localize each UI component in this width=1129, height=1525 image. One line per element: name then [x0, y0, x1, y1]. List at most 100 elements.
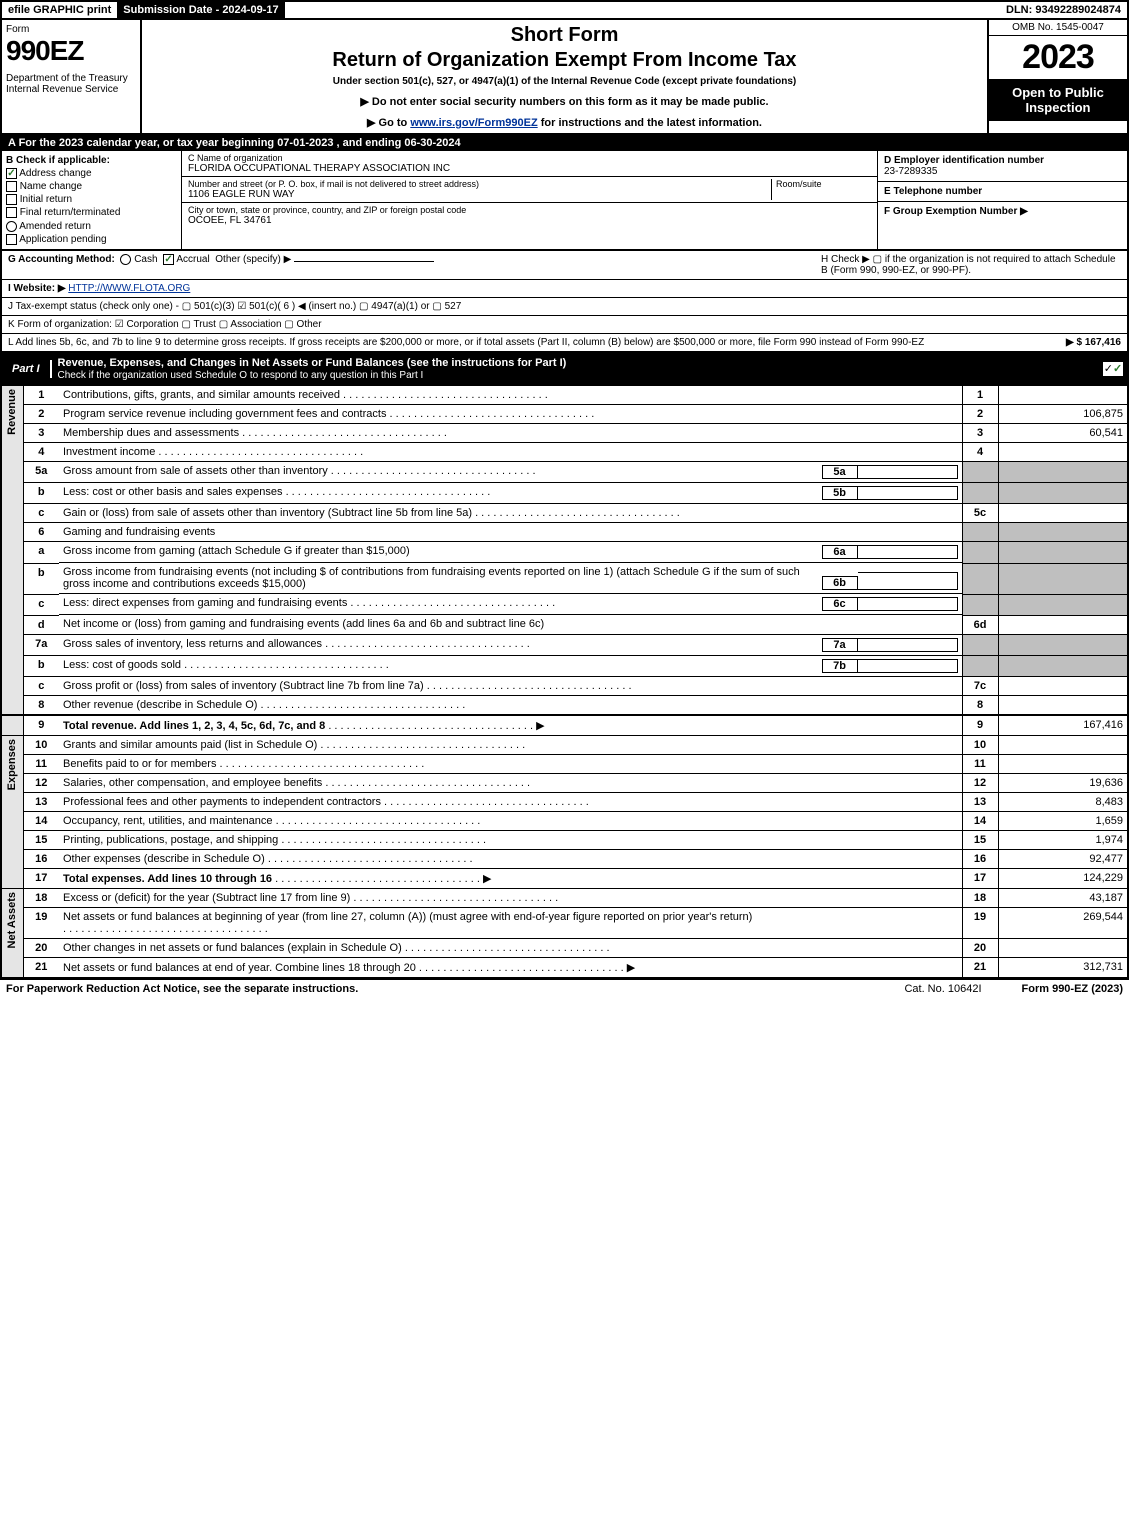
line-10: Grants and similar amounts paid (list in… — [59, 736, 962, 755]
side-revenue: Revenue — [1, 386, 23, 716]
efile-graphic-print[interactable]: efile GRAPHIC print — [2, 2, 117, 18]
line-1: Contributions, gifts, grants, and simila… — [59, 386, 962, 405]
line-7a: Gross sales of inventory, less returns a… — [59, 635, 962, 656]
note-ssn: ▶ Do not enter social security numbers o… — [146, 95, 983, 108]
chk-initial-return[interactable]: Initial return — [6, 194, 177, 205]
org-city: OCOEE, FL 34761 — [188, 215, 871, 226]
row-a-tax-year: A For the 2023 calendar year, or tax yea… — [0, 135, 1129, 151]
g-label: G Accounting Method: — [8, 254, 115, 265]
footer: For Paperwork Reduction Act Notice, see … — [0, 978, 1129, 998]
c-addr-label: Number and street (or P. O. box, if mail… — [188, 179, 771, 189]
line-16: Other expenses (describe in Schedule O) — [59, 850, 962, 869]
short-form-title: Short Form — [146, 24, 983, 47]
open-to-public: Open to Public Inspection — [989, 79, 1127, 121]
line-19: Net assets or fund balances at beginning… — [59, 908, 962, 939]
omb: OMB No. 1545-0047 — [989, 20, 1127, 36]
top-bar: efile GRAPHIC print Submission Date - 20… — [0, 0, 1129, 20]
dln: DLN: 93492289024874 — [1000, 2, 1127, 18]
ein: 23-7289335 — [884, 166, 937, 177]
line-2: Program service revenue including govern… — [59, 404, 962, 423]
note2-pre: ▶ Go to — [367, 117, 410, 129]
l-text: L Add lines 5b, 6c, and 7b to line 9 to … — [8, 337, 1066, 348]
row-g-h: G Accounting Method: Cash Accrual Other … — [0, 251, 1129, 280]
form-label: Form — [6, 24, 136, 35]
c-city-label: City or town, state or province, country… — [188, 205, 871, 215]
paperwork-notice: For Paperwork Reduction Act Notice, see … — [6, 983, 358, 995]
main-title: Return of Organization Exempt From Incom… — [146, 49, 983, 72]
row-k-form-of-org: K Form of organization: ☑ Corporation ▢ … — [0, 316, 1129, 334]
c-name-address: C Name of organization FLORIDA OCCUPATIO… — [182, 151, 877, 249]
line-6: Gaming and fundraising events — [59, 523, 962, 542]
line-17: Total expenses. Add lines 10 through 16 … — [59, 869, 962, 889]
g-accounting: G Accounting Method: Cash Accrual Other … — [8, 254, 434, 276]
room-label: Room/suite — [776, 179, 871, 189]
schedule-o-checkbox[interactable]: ✓ — [1103, 362, 1123, 376]
submission-date: Submission Date - 2024-09-17 — [117, 2, 284, 18]
subtitle: Under section 501(c), 527, or 4947(a)(1)… — [146, 76, 983, 87]
chk-application-pending[interactable]: Application pending — [6, 234, 177, 245]
line-5c: Gain or (loss) from sale of assets other… — [59, 504, 962, 523]
line-20: Other changes in net assets or fund bala… — [59, 939, 962, 958]
line-15: Printing, publications, postage, and shi… — [59, 831, 962, 850]
chk-address-change[interactable]: Address change — [6, 168, 177, 179]
line-6c: Less: direct expenses from gaming and fu… — [59, 594, 962, 615]
line-9: Total revenue. Add lines 1, 2, 3, 4, 5c,… — [59, 715, 962, 736]
line-11: Benefits paid to or for members — [59, 755, 962, 774]
header-center: Short Form Return of Organization Exempt… — [142, 20, 987, 133]
part-i-table: Revenue 1 Contributions, gifts, grants, … — [0, 386, 1129, 979]
form-ref: Form 990-EZ (2023) — [1022, 983, 1123, 995]
org-street: 1106 EAGLE RUN WAY — [188, 189, 771, 200]
row-i-website: I Website: ▶ HTTP://WWW.FLOTA.ORG — [0, 280, 1129, 298]
b-checkboxes: B Check if applicable: Address change Na… — [2, 151, 182, 249]
e-label: E Telephone number — [884, 186, 982, 197]
tax-year: 2023 — [989, 36, 1127, 79]
row-l-gross-receipts: L Add lines 5b, 6c, and 7b to line 9 to … — [0, 334, 1129, 352]
form-number: 990EZ — [6, 35, 136, 67]
department: Department of the Treasury Internal Reve… — [6, 73, 136, 95]
website-link[interactable]: HTTP://WWW.FLOTA.ORG — [68, 283, 190, 294]
section-b-c-d: B Check if applicable: Address change Na… — [0, 151, 1129, 251]
line-7b: Less: cost of goods sold7b — [59, 656, 962, 677]
chk-final-return[interactable]: Final return/terminated — [6, 207, 177, 218]
h-schedule-b: H Check ▶ ▢ if the organization is not r… — [821, 254, 1121, 276]
line-5b: Less: cost or other basis and sales expe… — [59, 483, 962, 504]
part-i-title: Revenue, Expenses, and Changes in Net As… — [52, 354, 1103, 384]
form-header: Form 990EZ Department of the Treasury In… — [0, 20, 1129, 135]
l-amount: ▶ $ 167,416 — [1066, 337, 1121, 348]
org-name: FLORIDA OCCUPATIONAL THERAPY ASSOCIATION… — [188, 163, 871, 174]
line-4: Investment income — [59, 442, 962, 461]
other-specify-input[interactable] — [294, 261, 434, 262]
b-label: B Check if applicable: — [6, 155, 177, 166]
part-i-header: Part I Revenue, Expenses, and Changes in… — [0, 352, 1129, 386]
line-3: Membership dues and assessments — [59, 423, 962, 442]
c-name-label: C Name of organization — [188, 153, 871, 163]
d-e-f: D Employer identification number 23-7289… — [877, 151, 1127, 249]
radio-cash[interactable] — [120, 254, 131, 265]
line-6a: Gross income from gaming (attach Schedul… — [59, 542, 962, 563]
line-18: Excess or (deficit) for the year (Subtra… — [59, 889, 962, 908]
line-5a: Gross amount from sale of assets other t… — [59, 462, 962, 483]
line-14: Occupancy, rent, utilities, and maintena… — [59, 812, 962, 831]
line-12: Salaries, other compensation, and employ… — [59, 774, 962, 793]
line-8: Other revenue (describe in Schedule O) — [59, 696, 962, 716]
line-6d: Net income or (loss) from gaming and fun… — [59, 615, 962, 634]
cat-no: Cat. No. 10642I — [904, 983, 981, 995]
d-label: D Employer identification number — [884, 155, 1044, 166]
note-link: ▶ Go to www.irs.gov/Form990EZ for instru… — [146, 116, 983, 129]
f-label: F Group Exemption Number ▶ — [884, 206, 1028, 217]
side-net-assets: Net Assets — [1, 889, 23, 978]
note2-post: for instructions and the latest informat… — [538, 117, 762, 129]
header-left: Form 990EZ Department of the Treasury In… — [2, 20, 142, 133]
chk-accrual[interactable] — [163, 254, 174, 265]
i-label: I Website: ▶ — [8, 283, 66, 294]
side-expenses: Expenses — [1, 736, 23, 889]
chk-amended-return[interactable]: Amended return — [6, 221, 177, 232]
chk-name-change[interactable]: Name change — [6, 181, 177, 192]
irs-link[interactable]: www.irs.gov/Form990EZ — [410, 117, 537, 129]
line-21: Net assets or fund balances at end of ye… — [59, 958, 962, 978]
line-13: Professional fees and other payments to … — [59, 793, 962, 812]
part-i-tab: Part I — [2, 360, 52, 378]
line-6b: Gross income from fundraising events (no… — [59, 563, 962, 594]
header-right: OMB No. 1545-0047 2023 Open to Public In… — [987, 20, 1127, 133]
row-j-tax-exempt: J Tax-exempt status (check only one) - ▢… — [0, 298, 1129, 316]
